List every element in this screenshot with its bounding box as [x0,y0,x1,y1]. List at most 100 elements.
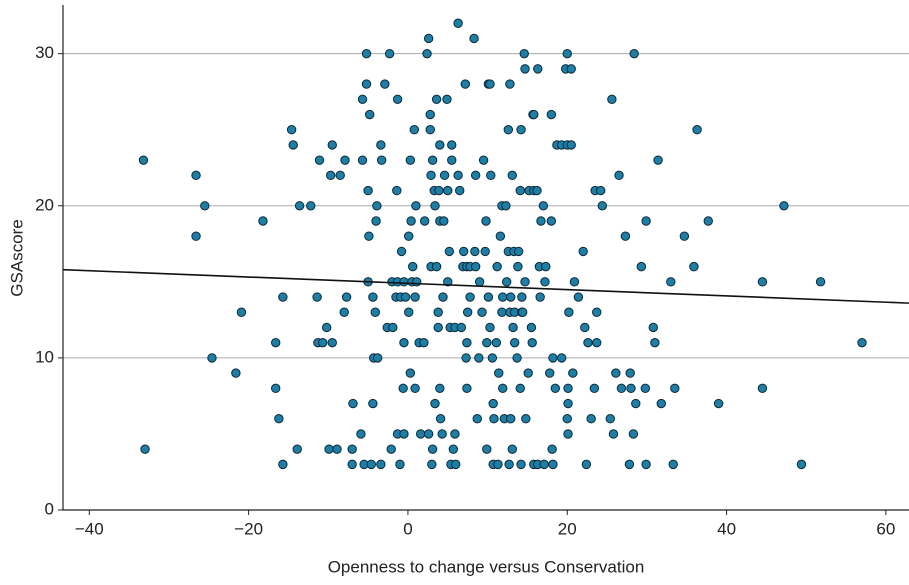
point [505,292,516,302]
point [430,201,440,211]
point [470,261,481,272]
point [364,109,375,120]
point [535,292,545,302]
point [548,353,558,363]
point [448,444,459,454]
point [516,459,526,470]
point [547,444,557,454]
point [419,337,429,348]
point [270,383,281,394]
point [314,155,325,165]
point [376,155,387,165]
point [541,261,551,272]
point [443,185,453,196]
point [597,201,608,211]
point [288,140,298,150]
point [455,185,465,196]
point [586,414,596,424]
point [508,322,518,333]
point [489,414,499,424]
point [562,48,572,59]
point [589,383,600,394]
point [453,170,463,181]
point [372,353,383,363]
point [366,459,376,470]
point [527,337,537,348]
point [470,170,481,181]
point [563,398,573,409]
point [404,231,414,241]
point [470,246,480,257]
point [376,140,386,150]
point [435,383,445,394]
point [491,337,502,348]
point [404,307,414,317]
point [451,459,461,470]
point [507,170,517,181]
point [521,414,531,424]
point [462,307,473,317]
point [460,79,470,89]
point [689,261,699,272]
point [515,185,525,196]
point [405,368,416,378]
point [357,94,368,105]
point [631,398,641,409]
point [462,383,472,394]
point [356,429,366,439]
point [286,125,297,135]
y-tick-label: 0 [45,499,54,518]
point [332,444,342,454]
point [550,383,561,394]
point [494,368,504,378]
point [435,414,446,424]
point [564,307,574,317]
point [434,185,444,196]
point [461,353,471,363]
point [368,398,378,409]
point [583,337,593,348]
point [438,292,448,302]
point [532,185,542,196]
point [347,459,357,470]
point [517,292,527,302]
point [857,337,867,348]
point [713,398,724,409]
y-tick-label: 30 [35,43,54,62]
point [458,246,469,257]
point [620,231,631,241]
point [486,170,496,181]
point [563,383,573,394]
point [538,201,549,211]
point [278,459,288,470]
point [442,94,452,105]
points [138,18,867,470]
point [692,125,702,135]
point [519,48,529,59]
point [592,307,602,317]
point [562,414,572,424]
point [400,292,411,302]
point [395,459,405,470]
point [370,307,380,317]
x-tick-label: 20 [558,519,577,538]
point [439,170,450,181]
point [447,155,457,165]
point [207,353,217,363]
point [485,79,495,89]
point [437,429,447,439]
point [703,216,713,226]
point [656,398,666,409]
y-tick-label: 10 [35,347,54,366]
point [231,368,241,378]
point [327,140,337,150]
point [641,459,651,470]
point [138,155,149,165]
point [392,185,402,196]
point [640,383,651,394]
point [516,125,526,135]
point [556,353,567,363]
point [411,201,421,211]
point [341,292,352,302]
point [472,414,482,424]
